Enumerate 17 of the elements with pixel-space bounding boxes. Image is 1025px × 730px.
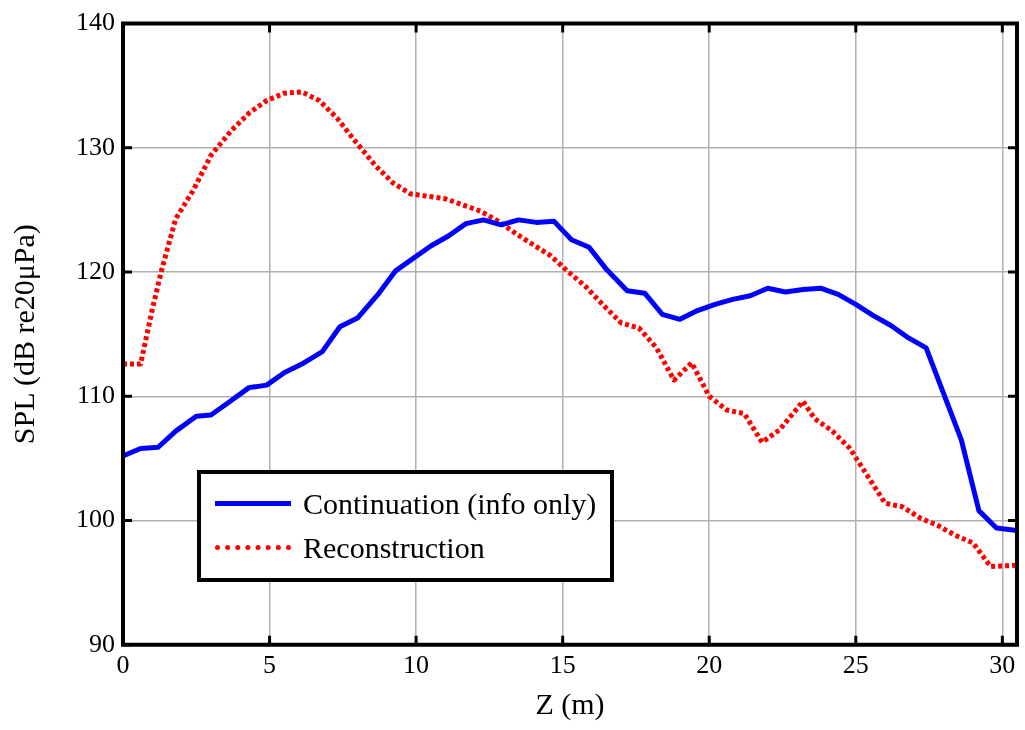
- x-tick-label: 30: [989, 650, 1016, 680]
- y-tick-label: 110: [76, 380, 115, 410]
- y-axis-title: SPL (dB re20μPa): [6, 224, 41, 445]
- x-tick-label: 10: [403, 650, 430, 680]
- legend-label: Reconstruction: [303, 530, 485, 565]
- x-tick-label: 5: [263, 650, 277, 680]
- x-tick-label: 20: [696, 650, 723, 680]
- x-tick-label: 25: [842, 650, 869, 680]
- y-tick-label: 100: [76, 504, 115, 534]
- y-tick-label: 120: [76, 255, 115, 285]
- y-tick-label: 90: [89, 628, 115, 658]
- x-tick-label: 0: [116, 650, 130, 680]
- x-tick-label: 15: [549, 650, 576, 680]
- y-tick-label: 130: [76, 131, 115, 161]
- y-tick-label: 140: [76, 7, 115, 37]
- x-axis-title: Z (m): [535, 686, 605, 721]
- legend-label: Continuation (info only): [303, 486, 597, 521]
